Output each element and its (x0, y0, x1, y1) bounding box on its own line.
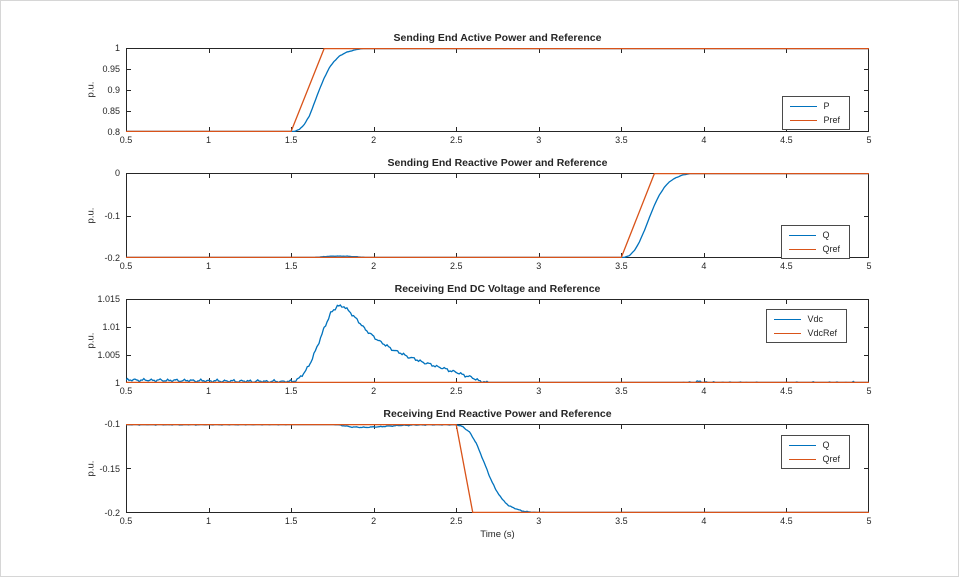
x-tick-label: 4.5 (780, 386, 793, 396)
x-tick-label: 1.5 (284, 516, 298, 526)
legend-entry: Pref (790, 115, 840, 125)
x-tick-label: 2 (371, 386, 377, 396)
legend-entry: Qref (789, 244, 840, 254)
x-tick-label: 0.5 (119, 261, 133, 271)
y-tick-label: 0 (114, 168, 120, 178)
subplot-title: Sending End Active Power and Reference (393, 32, 602, 44)
x-tick-label: 5 (866, 261, 872, 271)
y-tick-label: 1 (114, 378, 120, 388)
x-tick-label: 3.5 (615, 516, 628, 526)
x-tick-label: 3 (536, 135, 542, 145)
x-tick-label: 2.5 (449, 261, 463, 271)
y-axis-label: p.u. (85, 332, 97, 349)
legend-entry: Q (789, 230, 840, 240)
legend-label: P (823, 101, 830, 111)
subplot-title: Receiving End DC Voltage and Reference (394, 283, 601, 295)
legend-label: Q (822, 440, 830, 450)
x-tick-label: 1.5 (284, 261, 298, 271)
legend-label: Vdc (807, 314, 823, 324)
legend-entry: Qref (789, 454, 840, 464)
x-tick-label: 4 (701, 135, 707, 145)
x-tick-label: 3 (536, 386, 542, 396)
x-tick-label: 4.5 (780, 261, 793, 271)
legend-label: Q (822, 230, 830, 240)
y-axis-label: p.u. (85, 460, 97, 476)
x-tick-label: 1.5 (284, 386, 298, 396)
y-tick-label: -0.15 (99, 463, 120, 474)
y-tick-label: 1.015 (97, 294, 120, 304)
legend-label: VdcRef (807, 328, 837, 338)
legend: Q Qref (781, 225, 850, 259)
x-axis-label: Time (s) (480, 529, 515, 540)
legend-line-sample (789, 248, 817, 250)
x-tick-label: 3 (536, 261, 542, 271)
legend-label: Pref (823, 115, 840, 125)
subplot-title: Sending End Reactive Power and Reference (387, 157, 608, 169)
legend-label: Qref (822, 454, 840, 464)
x-tick-label: 2 (371, 516, 377, 526)
legend-line-sample (790, 105, 818, 107)
x-tick-label: 2.5 (449, 386, 463, 396)
legend-label: Qref (822, 244, 840, 254)
x-tick-label: 3.5 (615, 386, 628, 396)
y-tick-label: 0.85 (102, 106, 120, 116)
legend: Vdc VdcRef (766, 309, 847, 343)
legend-entry: VdcRef (774, 328, 837, 338)
y-tick-label: -0.1 (104, 419, 120, 429)
legend-line-sample (774, 332, 802, 334)
x-tick-label: 4 (701, 516, 707, 526)
y-tick-label: -0.2 (104, 253, 120, 263)
x-tick-label: 3.5 (615, 261, 628, 271)
x-tick-label: 2 (371, 135, 377, 145)
x-tick-label: 5 (866, 386, 872, 396)
x-tick-label: 4.5 (780, 135, 793, 145)
x-tick-label: 4 (701, 386, 707, 396)
y-tick-label: 0.8 (107, 127, 120, 137)
x-tick-label: 0.5 (119, 386, 133, 396)
y-tick-label: 1 (114, 43, 120, 53)
legend-line-sample (789, 234, 817, 236)
y-tick-label: -0.2 (104, 508, 120, 518)
x-tick-label: 3 (536, 516, 542, 526)
x-tick-label: 5 (866, 516, 872, 526)
x-tick-label: 2 (371, 261, 377, 271)
x-tick-label: 4 (701, 261, 707, 271)
x-tick-label: 0.5 (119, 516, 133, 526)
legend-line-sample (789, 444, 817, 446)
x-tick-label: 5 (866, 135, 872, 145)
y-tick-label: -0.1 (104, 210, 120, 221)
y-tick-label: 0.9 (107, 85, 120, 95)
x-tick-label: 1.5 (284, 135, 298, 145)
legend-line-sample (774, 318, 802, 320)
y-tick-label: 0.95 (102, 64, 120, 74)
x-tick-label: 1 (206, 516, 212, 526)
y-tick-label: 1.01 (102, 322, 120, 332)
x-tick-label: 2.5 (449, 516, 463, 526)
legend-line-sample (790, 119, 818, 121)
legend-entry: Q (789, 440, 840, 450)
x-tick-label: 0.5 (119, 135, 133, 145)
subplot-title: Receiving End Reactive Power and Referen… (383, 408, 612, 420)
y-tick-label: 1.005 (97, 350, 120, 360)
x-tick-label: 1 (206, 386, 212, 396)
x-tick-label: 2.5 (449, 135, 463, 145)
x-tick-label: 3.5 (615, 135, 628, 145)
y-axis-label: p.u. (85, 207, 97, 223)
legend-line-sample (789, 458, 817, 460)
x-tick-label: 4.5 (780, 516, 793, 526)
legend-entry: P (790, 101, 840, 111)
legend: Q Qref (781, 435, 850, 469)
x-tick-label: 1 (206, 135, 212, 145)
x-tick-label: 1 (206, 261, 212, 271)
y-axis-label: p.u. (85, 81, 97, 98)
legend: P Pref (782, 96, 850, 130)
legend-entry: Vdc (774, 314, 837, 324)
